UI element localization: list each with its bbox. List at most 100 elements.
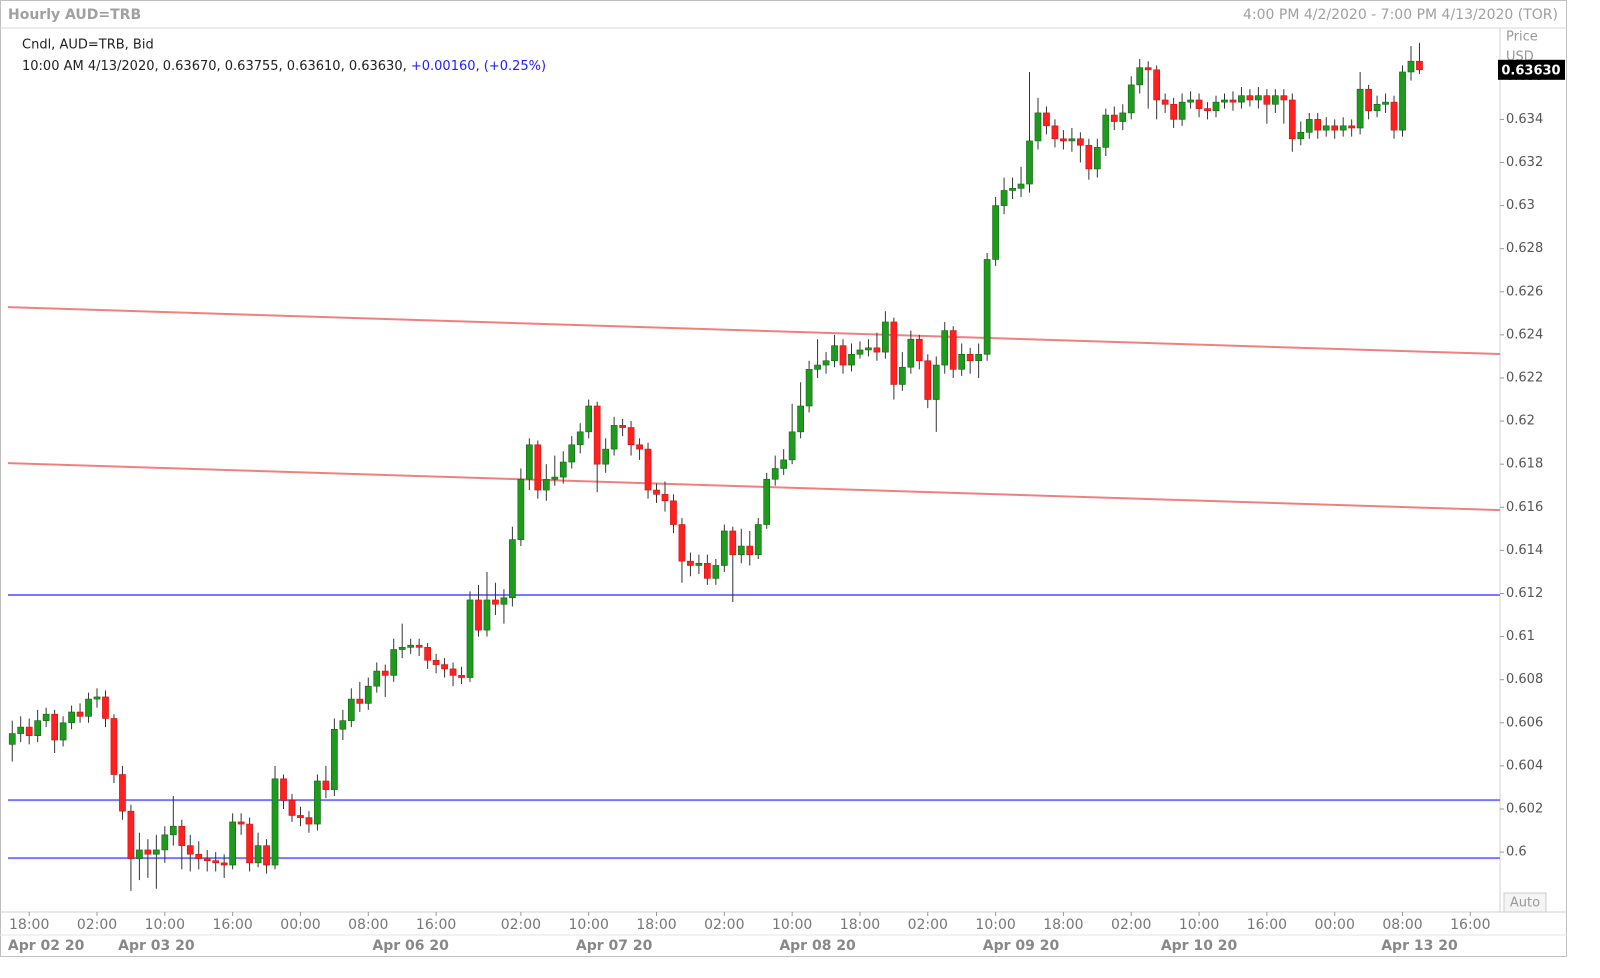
x-date-label: Apr 10 20 [1161, 938, 1238, 954]
candle-body [856, 349, 864, 355]
candle-body [1288, 99, 1296, 140]
candle-body [695, 563, 703, 566]
candle-body [907, 338, 915, 368]
candle-body [966, 353, 974, 362]
candle-body [899, 366, 906, 385]
candle-body [602, 448, 609, 465]
candle-body [458, 675, 465, 678]
candle-body [873, 347, 881, 353]
candle-body [720, 530, 728, 566]
candle-body [229, 821, 236, 866]
candle-body [1144, 67, 1152, 71]
candle-body [687, 560, 694, 566]
candle-body [983, 259, 991, 355]
candle-body [610, 425, 618, 450]
x-date-label: Apr 08 20 [779, 938, 856, 954]
candle-body [347, 698, 355, 721]
candle-body [1170, 103, 1177, 120]
candle-body [68, 711, 75, 724]
candle-body [729, 530, 737, 555]
candle-body [339, 720, 347, 730]
frame [0, 0, 1567, 957]
candle-body [424, 647, 431, 661]
candle-body [1305, 119, 1313, 133]
auto-button[interactable] [1503, 892, 1547, 913]
candle-body [1348, 125, 1355, 129]
candle-body [1153, 69, 1161, 101]
candle-body [415, 644, 423, 648]
y-tick-label: 0.612 [1506, 586, 1543, 601]
x-tick-label: 02:00 [501, 917, 541, 933]
x-tick-label: 18:00 [9, 917, 49, 933]
x-tick-label: 00:00 [280, 917, 320, 933]
candle-body [1204, 108, 1211, 112]
candle-body [1026, 140, 1033, 185]
candle-body [1238, 95, 1245, 103]
candle-body [576, 431, 584, 446]
y-tick-label: 0.622 [1506, 370, 1543, 385]
candle-body [1009, 188, 1016, 191]
candle-body [288, 800, 296, 816]
candle-body [670, 500, 677, 525]
candle-body [136, 849, 143, 859]
candle-body [25, 726, 33, 737]
candle-body [390, 649, 398, 676]
y-tick-label: 0.61 [1506, 629, 1535, 644]
candle-body [1060, 138, 1067, 142]
candle-body [144, 849, 152, 855]
x-tick-label: 16:00 [416, 917, 456, 933]
candle-body [475, 599, 482, 631]
candle-body [195, 853, 203, 859]
candle-body [822, 360, 830, 366]
candle-body [280, 778, 287, 801]
candle-body [1178, 101, 1186, 120]
candle-body [1187, 99, 1194, 103]
y-tick-label: 0.616 [1506, 500, 1543, 515]
candle-body [678, 524, 686, 562]
auto-button-label[interactable]: Auto [1510, 896, 1540, 911]
x-date-label: Apr 09 20 [983, 938, 1060, 954]
x-tick-label: 10:00 [145, 917, 185, 933]
x-tick-label: 00:00 [1315, 917, 1355, 933]
candle-body [322, 780, 330, 790]
candle-body [619, 425, 626, 428]
x-tick-label: 10:00 [772, 917, 812, 933]
x-tick-label: 02:00 [704, 917, 744, 933]
candle-body [1407, 60, 1415, 73]
x-tick-label: 10:00 [1179, 917, 1219, 933]
candle-body [737, 545, 745, 555]
candle-body [305, 817, 313, 825]
y-tick-label: 0.62 [1506, 414, 1535, 429]
y-tick-label: 0.604 [1506, 758, 1543, 773]
y-tick-label: 0.626 [1506, 284, 1543, 299]
candle-body [1339, 125, 1347, 131]
candle-body [364, 685, 372, 704]
y-tick-label: 0.6 [1506, 845, 1527, 860]
x-tick-label: 02:00 [77, 917, 117, 933]
candle-body [8, 733, 16, 745]
candle-body [441, 664, 448, 670]
y-tick-label: 0.606 [1506, 715, 1543, 730]
candle-body [1221, 99, 1228, 103]
candle-body [254, 845, 262, 864]
candle-body [636, 444, 643, 450]
candle-body [203, 858, 211, 862]
candle-body [93, 696, 101, 700]
candle-body [526, 444, 533, 480]
drawn-line [7, 462, 1501, 512]
x-tick-label: 02:00 [908, 917, 948, 933]
candle-body [432, 659, 440, 665]
candle-body [780, 459, 788, 469]
y-tick-label: 0.632 [1506, 155, 1543, 170]
x-date-label: Apr 02 20 [8, 938, 85, 954]
candle-body [483, 599, 491, 631]
candle-body [1255, 95, 1262, 101]
candle-body [398, 647, 406, 650]
candle-body [500, 597, 508, 605]
candle-body [449, 668, 457, 676]
candle-body [831, 345, 838, 362]
candle-body [797, 405, 804, 433]
candle-body [559, 461, 567, 478]
candle-body [754, 524, 762, 555]
x-tick-label: 16:00 [212, 917, 252, 933]
